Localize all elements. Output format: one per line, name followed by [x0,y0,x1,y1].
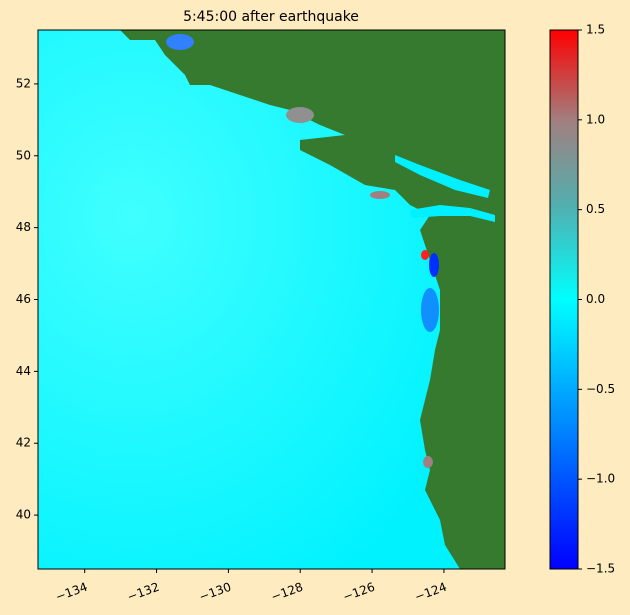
strait [410,205,495,222]
strait [395,155,490,198]
colorbar-tick-label: 1.0 [586,112,605,126]
x-tick-label: −124 [413,580,449,604]
x-tick-label: −128 [269,580,305,604]
colorbar-tick-label: 1.5 [586,23,605,37]
colorbar-tick-label: −1.5 [586,562,615,576]
wave [286,107,314,123]
y-tick-label: 40 [16,508,31,522]
x-tick-label: −126 [341,580,377,604]
wave [429,253,439,277]
map [38,30,505,569]
colorbar [549,29,579,570]
wave [421,288,439,332]
x-tick-label: −134 [54,580,90,604]
wave [423,456,433,468]
wave [370,191,390,199]
colorbar-tick-label: −1.0 [586,472,615,486]
colorbar-tick-label: −0.5 [586,382,615,396]
chart-title: 5:45:00 after earthquake [183,9,359,25]
y-tick-label: 44 [16,364,31,378]
wave [421,250,429,260]
wave [166,34,194,50]
x-tick-label: −132 [125,580,161,604]
y-tick-label: 48 [16,220,31,234]
y-tick-label: 42 [16,436,31,450]
y-tick-label: 46 [16,292,31,306]
y-tick-label: 52 [16,76,31,90]
colorbar-tick-label: 0.0 [586,292,605,306]
x-tick-label: −130 [197,580,233,604]
colorbar-tick-label: 0.5 [586,202,605,216]
y-tick-label: 50 [16,148,31,162]
